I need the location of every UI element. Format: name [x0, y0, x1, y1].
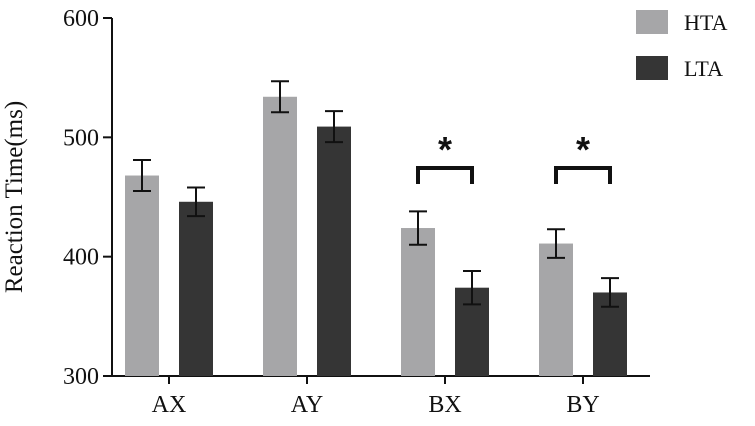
x-tick-label: BY: [566, 392, 599, 418]
error-bar: [601, 277, 619, 308]
x-tick-label: BX: [428, 392, 461, 418]
significance-star: *: [576, 129, 590, 170]
y-tick-label: 400: [63, 245, 99, 271]
bar-lta-ay: [317, 126, 351, 377]
error-bar: [325, 110, 343, 144]
x-tick-label: AY: [291, 392, 323, 418]
legend: HTA LTA: [636, 10, 728, 81]
y-tick-label: 500: [63, 125, 99, 151]
error-bar: [271, 80, 289, 114]
error-bar: [547, 228, 565, 259]
axes: 300 400 500 600 AX AY BX BY: [63, 6, 650, 418]
error-bar: [409, 210, 427, 246]
y-tick-label: 600: [63, 6, 99, 32]
bar-lta-ax: [179, 201, 213, 376]
significance-bracket: *: [554, 129, 612, 184]
x-tick-label: AX: [152, 392, 187, 418]
error-bar: [133, 159, 151, 193]
legend-item-lta: LTA: [636, 56, 723, 81]
bar-hta-ay: [263, 96, 297, 376]
significance-bracket: *: [416, 129, 474, 184]
legend-swatch: [636, 56, 668, 80]
legend-label: LTA: [684, 56, 723, 81]
legend-label: HTA: [684, 10, 728, 35]
y-axis-label: Reaction Time(ms): [1, 101, 28, 293]
legend-item-hta: HTA: [636, 10, 728, 35]
y-tick-label: 300: [63, 364, 99, 390]
significance-star: *: [438, 129, 452, 170]
bar-hta-by: [539, 243, 573, 376]
bar-hta-ax: [125, 175, 159, 376]
error-bar: [187, 186, 205, 218]
error-bar: [463, 269, 481, 306]
error-bars: [133, 80, 619, 308]
bars: [125, 96, 627, 377]
bar-hta-bx: [401, 228, 435, 376]
legend-swatch: [636, 10, 668, 34]
significance-annotations: * *: [416, 129, 612, 184]
